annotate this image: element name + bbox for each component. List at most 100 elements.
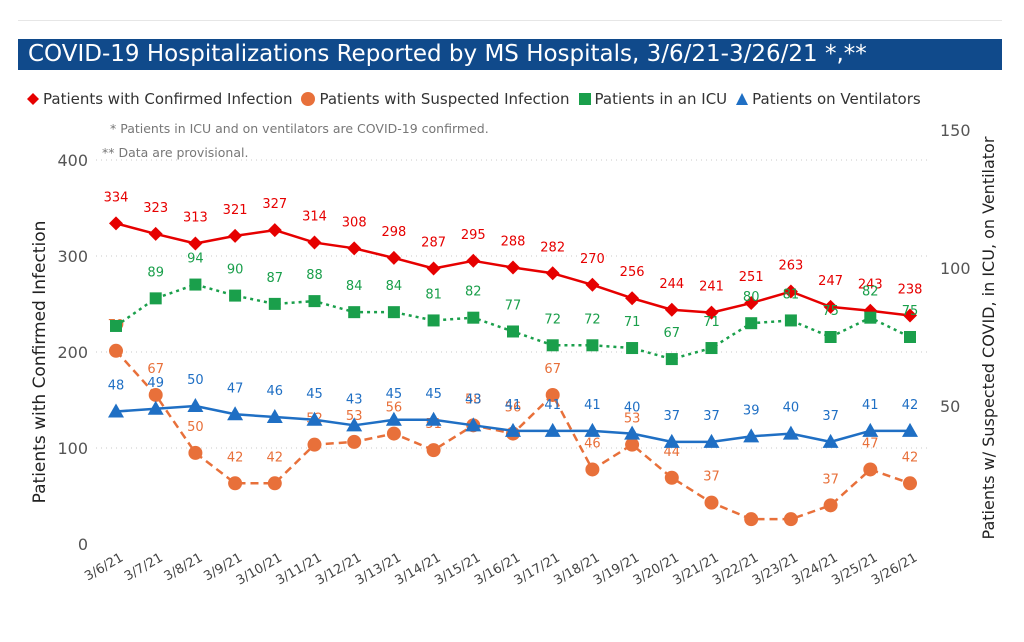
data-label: 37 xyxy=(664,409,681,424)
data-point-ventilators xyxy=(703,433,720,448)
data-label: 80 xyxy=(743,290,760,305)
data-label: 308 xyxy=(342,215,367,230)
data-label: 90 xyxy=(227,263,244,278)
x-tick-label: 3/8/21 xyxy=(162,550,206,584)
data-label: 40 xyxy=(624,401,641,416)
data-point-ventilators xyxy=(266,409,283,424)
data-point-confirmed xyxy=(625,291,640,306)
square-icon xyxy=(578,93,591,105)
data-point-suspected xyxy=(109,343,123,358)
data-label: 49 xyxy=(147,376,164,391)
y2-tick-label: 150 xyxy=(940,121,971,140)
data-label: 41 xyxy=(505,398,522,413)
data-point-ventilators xyxy=(385,411,402,426)
data-label: 72 xyxy=(544,312,561,327)
data-point-icu xyxy=(784,314,797,327)
data-point-ventilators xyxy=(544,422,561,437)
data-point-ventilators xyxy=(584,422,601,437)
data-label: 244 xyxy=(659,277,684,292)
data-label: 42 xyxy=(267,450,284,465)
data-point-suspected xyxy=(386,426,401,441)
data-point-icu xyxy=(229,289,242,302)
x-tick-label: 3/6/21 xyxy=(82,550,126,584)
data-point-suspected xyxy=(148,387,163,402)
data-point-confirmed xyxy=(307,235,322,250)
legend-item-confirmed[interactable]: Patients with Confirmed Infection xyxy=(26,90,292,108)
data-point-suspected xyxy=(267,476,282,491)
data-label: 46 xyxy=(584,436,601,451)
data-label: 42 xyxy=(902,398,919,413)
data-point-confirmed xyxy=(188,236,203,251)
diamond-icon xyxy=(27,93,39,105)
y-tick-label: 200 xyxy=(57,343,88,362)
data-point-confirmed xyxy=(109,216,123,231)
y2-axis-title: Patients w/ Suspected COVID, in ICU, on … xyxy=(979,136,998,539)
data-point-icu xyxy=(745,317,758,330)
data-label: 251 xyxy=(739,270,764,285)
data-label: 47 xyxy=(227,381,244,396)
data-label: 37 xyxy=(703,470,720,485)
data-label: 40 xyxy=(783,401,800,416)
data-label: 84 xyxy=(386,279,403,294)
data-point-suspected xyxy=(783,512,798,527)
data-point-icu xyxy=(149,292,162,305)
data-point-suspected xyxy=(744,512,759,527)
data-label: 75 xyxy=(822,304,839,319)
data-label: 323 xyxy=(143,201,168,216)
data-label: 327 xyxy=(262,197,287,212)
data-label: 72 xyxy=(584,312,601,327)
data-label: 67 xyxy=(147,362,164,377)
data-label: 334 xyxy=(104,190,129,205)
data-label: 37 xyxy=(822,409,839,424)
data-label: 44 xyxy=(664,445,681,460)
data-point-ventilators xyxy=(465,417,482,432)
data-point-suspected xyxy=(228,476,243,491)
data-label: 298 xyxy=(381,225,406,240)
legend-label-icu: Patients in an ICU xyxy=(594,90,728,108)
data-label: 50 xyxy=(187,373,204,388)
data-point-ventilators xyxy=(425,411,442,426)
data-label: 67 xyxy=(544,362,561,377)
data-label: 84 xyxy=(346,279,363,294)
data-point-confirmed xyxy=(823,299,838,314)
legend-label-ventilators: Patients on Ventilators xyxy=(752,90,921,108)
data-point-icu xyxy=(626,342,639,355)
data-point-suspected xyxy=(585,462,600,477)
chart-legend: Patients with Confirmed Infection Patien… xyxy=(26,88,929,110)
data-point-icu xyxy=(110,319,122,332)
data-label: 77 xyxy=(505,298,522,313)
data-label: 82 xyxy=(465,285,482,300)
legend-item-ventilators[interactable]: Patients on Ventilators xyxy=(735,90,921,108)
x-tick-label: 3/7/21 xyxy=(122,550,166,584)
y-tick-label: 0 xyxy=(78,535,88,554)
data-point-confirmed xyxy=(148,226,163,241)
legend-item-suspected[interactable]: Patients with Suspected Infection xyxy=(300,90,570,108)
data-label: 88 xyxy=(306,268,323,283)
data-point-suspected xyxy=(307,437,322,452)
data-point-confirmed xyxy=(267,223,282,238)
data-label: 46 xyxy=(267,384,284,399)
data-label: 71 xyxy=(624,315,641,330)
y2-tick-label: 50 xyxy=(940,397,960,416)
legend-item-icu[interactable]: Patients in an ICU xyxy=(578,90,728,108)
data-point-confirmed xyxy=(704,305,719,320)
data-label: 41 xyxy=(544,398,561,413)
data-point-ventilators xyxy=(862,422,879,437)
data-label: 313 xyxy=(183,211,208,226)
data-point-icu xyxy=(824,331,837,343)
data-label: 81 xyxy=(425,287,442,302)
data-label: 282 xyxy=(540,240,565,255)
data-point-ventilators xyxy=(782,425,799,440)
data-point-confirmed xyxy=(545,266,560,281)
data-point-confirmed xyxy=(386,250,401,265)
data-point-ventilators xyxy=(187,398,204,412)
data-label: 42 xyxy=(902,450,919,465)
data-label: 75 xyxy=(902,304,919,319)
note-icu: * Patients in ICU and on ventilators are… xyxy=(110,121,489,136)
data-point-ventilators xyxy=(663,433,680,448)
legend-label-suspected: Patients with Suspected Infection xyxy=(319,90,570,108)
data-point-confirmed xyxy=(783,284,798,299)
y-tick-label: 100 xyxy=(57,439,88,458)
data-label: 56 xyxy=(505,401,522,416)
data-point-suspected xyxy=(426,443,441,458)
